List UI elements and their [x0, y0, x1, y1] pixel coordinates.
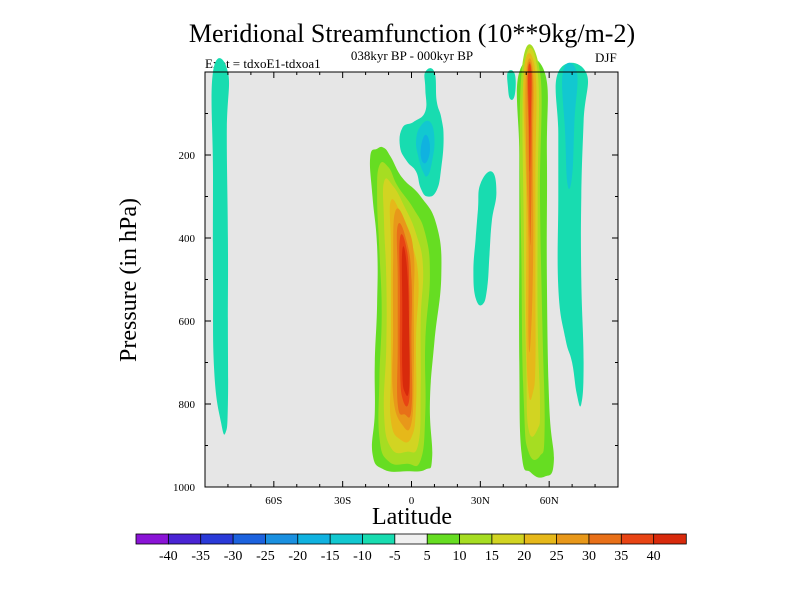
x-tick-label-30S: 30S: [334, 495, 351, 507]
colorbar-label--15: -15: [321, 549, 340, 564]
colorbar-label--20: -20: [288, 549, 307, 564]
colorbar-swatch-10: [426, 533, 461, 545]
north-mid-negative-contour: [473, 171, 497, 306]
chart-title: Meridional Streamfunction (10**9kg/m-2): [189, 19, 635, 48]
x-tick-label-30N: 30N: [471, 495, 490, 507]
colorbar-label-10: 10: [453, 549, 467, 564]
colorbar-swatch-9: [394, 533, 428, 545]
colorbar-swatch-8: [362, 533, 396, 545]
north-polar-negative-contour-2: [562, 62, 578, 190]
colorbar-swatch-16: [620, 533, 655, 545]
y-tick-label-200: 200: [179, 150, 196, 162]
x-tick-label-0: 0: [409, 495, 415, 507]
colorbar-swatch-6: [297, 533, 331, 545]
x-axis-label: Latitude: [372, 504, 452, 530]
south-polar-negative-contour: [211, 58, 230, 435]
y-tick-label-1000: 1000: [173, 482, 196, 494]
colorbar-swatch-3: [200, 533, 234, 545]
colorbar-label-25: 25: [550, 549, 564, 564]
colorbar-swatch-14: [556, 533, 590, 545]
colorbar-label--40: -40: [159, 549, 178, 564]
x-tick-label-60N: 60N: [540, 495, 559, 507]
colorbar-label--10: -10: [353, 549, 372, 564]
upper-negative-contour-3: [420, 134, 431, 164]
colorbar-label--25: -25: [256, 549, 275, 564]
colorbar-label-30: 30: [582, 549, 596, 564]
colorbar-swatch-12: [491, 533, 525, 545]
colorbar-swatch-11: [459, 533, 493, 545]
colorbar-label-5: 5: [424, 549, 431, 564]
colorbar-swatch-13: [523, 533, 558, 545]
small-negative-speck: [507, 70, 516, 100]
y-tick-label-400: 400: [179, 233, 196, 245]
colorbar-swatch-17: [653, 533, 687, 545]
colorbar-swatch-2: [167, 533, 202, 545]
north-polar-negative-contour-1: [555, 62, 589, 407]
axis-layer: 60S 30S 0 30N 60N 200 400 600 800 1000: [173, 72, 618, 507]
contour-layer: [211, 44, 589, 478]
colorbar: -40 -35 -30 -25 -20 -15 -10 -5 5 10 15 20 25 30 35 40: [135, 533, 687, 564]
colorbar-label-40: 40: [647, 549, 661, 564]
colorbar-swatch-1: [135, 533, 170, 545]
colorbar-swatch-5: [265, 533, 299, 545]
north-band-contour-7: [527, 63, 532, 172]
tropical-contour-8: [401, 246, 410, 397]
colorbar-label-20: 20: [517, 549, 531, 564]
colorbar-label-35: 35: [614, 549, 628, 564]
x-tick-label-60S: 60S: [265, 495, 282, 507]
colorbar-label-15: 15: [485, 549, 499, 564]
colorbar-swatch-4: [232, 533, 267, 545]
y-tick-label-600: 600: [179, 316, 196, 328]
y-tick-label-800: 800: [179, 399, 196, 411]
experiment-note: Expt = tdxoE1-tdxoa1: [205, 56, 321, 71]
y-axis-label: Pressure (in hPa): [116, 198, 142, 362]
chart-subtitle: 038kyr BP - 000kyr BP: [351, 48, 473, 63]
colorbar-label--35: -35: [191, 549, 210, 564]
colorbar-label--30: -30: [224, 549, 243, 564]
colorbar-swatch-15: [588, 533, 622, 545]
season-note: DJF: [595, 50, 617, 65]
colorbar-label--5: -5: [389, 549, 401, 564]
colorbar-swatch-7: [329, 533, 364, 545]
